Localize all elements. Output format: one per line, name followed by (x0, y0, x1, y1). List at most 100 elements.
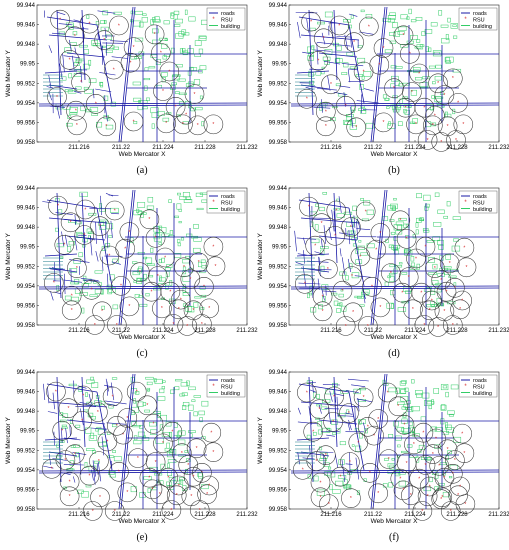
building-shape (340, 289, 344, 292)
rsu-coverage-circle (343, 302, 363, 323)
rsu-point: * (363, 395, 365, 401)
building-shape (384, 281, 389, 287)
y-axis-label: Web Mercator Y (257, 416, 264, 463)
building-shape (168, 476, 177, 481)
building-shape (101, 246, 107, 251)
building-shape (332, 432, 337, 435)
road-line (308, 9, 314, 116)
rsu-coverage-circle (342, 266, 362, 286)
rsu-point: * (76, 123, 78, 129)
building-shape (105, 223, 114, 230)
rsu-coverage-circle (199, 475, 219, 496)
road-line (65, 428, 68, 444)
y-tick-label: 99.944 (269, 3, 288, 9)
building-shape (78, 252, 83, 258)
building-shape (347, 230, 356, 236)
road-line (341, 459, 346, 482)
rsu-point: * (435, 436, 437, 442)
road-line (120, 189, 136, 326)
rsu-coverage-circle (145, 452, 166, 472)
building-shape (390, 104, 398, 108)
y-tick-label: 99.952 (269, 448, 288, 454)
y-tick-label: 99.954 (269, 468, 288, 474)
building-shape (188, 386, 196, 391)
rsu-point: * (169, 290, 171, 296)
rsu-point: * (173, 322, 175, 328)
building-shape (154, 378, 163, 384)
building-shape (318, 304, 323, 310)
building-shape (440, 384, 449, 391)
building-shape (171, 75, 180, 81)
legend-entry: RSU (221, 201, 233, 207)
rsu-point: * (379, 231, 381, 237)
rsu-coverage-circle (297, 89, 317, 109)
building-shape (111, 377, 118, 380)
building-shape (313, 475, 319, 482)
road-line (44, 437, 78, 441)
building-shape (385, 97, 390, 101)
building-shape (343, 485, 351, 490)
rsu-point: * (183, 265, 185, 271)
building-shape (437, 209, 445, 214)
rsu-point: * (371, 285, 373, 291)
building-shape (354, 295, 362, 299)
building-shape (179, 479, 184, 485)
rsu-point: * (175, 105, 177, 111)
building-shape (165, 421, 172, 427)
y-tick-label: 99.944 (17, 186, 36, 192)
building-shape (438, 244, 444, 250)
building-shape (134, 10, 143, 15)
road-line (110, 220, 113, 238)
rsu-point: * (365, 209, 367, 215)
rsu-point: * (461, 298, 463, 304)
rsu-point: * (92, 509, 94, 515)
building-shape (81, 307, 85, 314)
building-shape (112, 450, 116, 453)
building-shape (386, 106, 390, 109)
y-tick-label: 99.946 (269, 23, 288, 29)
road-line (347, 69, 351, 83)
road-line (338, 196, 342, 213)
building-shape (435, 472, 439, 479)
rsu-coverage-circle (66, 100, 86, 121)
road-line (46, 199, 98, 209)
rsu-coverage-circle (184, 84, 205, 104)
building-shape (152, 28, 159, 34)
legend-entry: RSU (473, 18, 485, 24)
rsu-coverage-circle (88, 402, 108, 422)
rsu-point: * (176, 493, 178, 499)
building-shape (152, 17, 156, 22)
building-shape (138, 266, 143, 272)
building-shape (410, 262, 415, 267)
legend-entry: building (221, 391, 240, 397)
road-line (356, 228, 371, 230)
building-shape (407, 406, 414, 413)
building-shape (198, 35, 207, 41)
y-tick-label: 99.956 (17, 487, 36, 493)
building-shape (198, 410, 205, 416)
building-shape (357, 57, 366, 64)
x-tick-label: 211.22 (364, 145, 383, 151)
building-shape (69, 268, 78, 273)
road-line (362, 289, 366, 300)
building-shape (105, 49, 113, 53)
y-tick-label: 99.956 (17, 303, 36, 309)
rsu-coverage-circle (324, 386, 344, 407)
rsu-coverage-circle (163, 314, 184, 334)
x-tick-label: 211.228 (446, 512, 468, 518)
building-shape (144, 409, 150, 413)
rsu-point: * (325, 110, 327, 116)
x-tick-label: 211.224 (152, 145, 174, 151)
building-shape (425, 203, 430, 208)
building-layer (55, 191, 208, 314)
road-line (350, 106, 354, 128)
road-line (302, 51, 311, 54)
building-shape (431, 95, 435, 99)
rsu-coverage-circle (82, 501, 103, 521)
building-shape (440, 24, 449, 28)
building-shape (437, 239, 444, 245)
y-tick-label: 99.958 (269, 507, 288, 513)
rsu-coverage-circle (151, 43, 171, 63)
rsu-coverage-circle (396, 229, 417, 249)
